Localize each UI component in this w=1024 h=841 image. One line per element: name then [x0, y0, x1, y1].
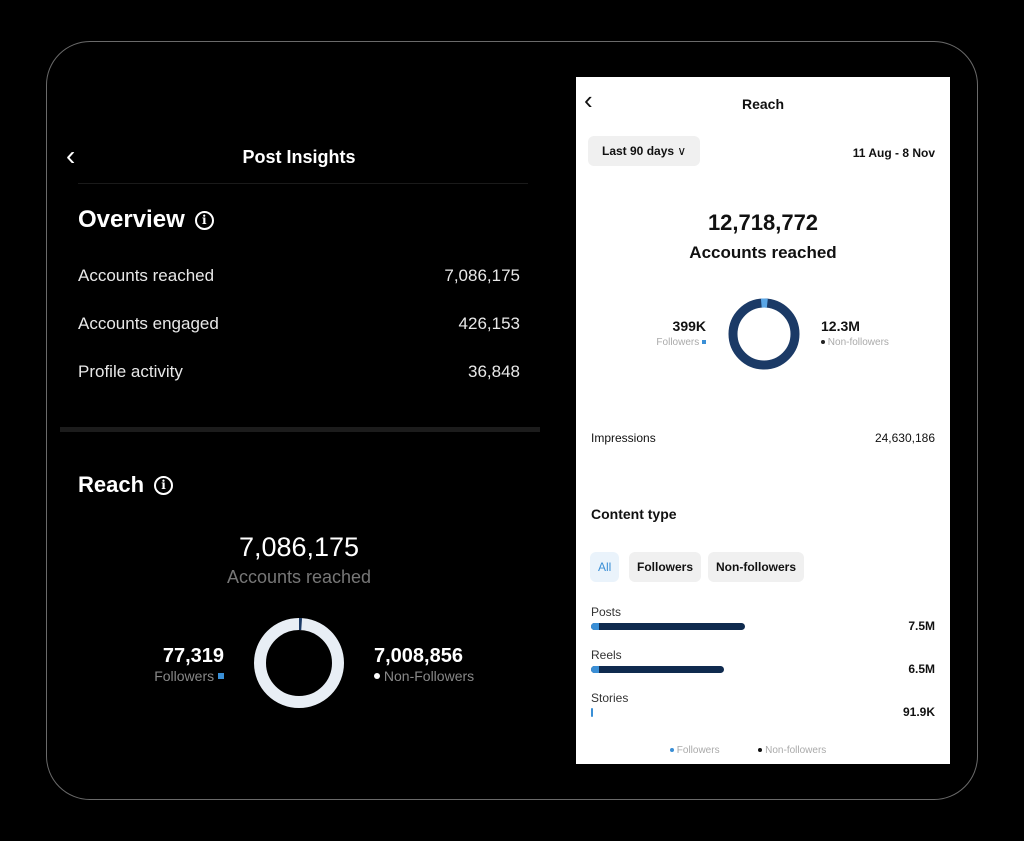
- range-label: Last 90 days: [602, 144, 675, 158]
- right-donut: [728, 298, 800, 370]
- date-range: 11 Aug - 8 Nov: [852, 146, 935, 160]
- overview-row: Accounts engaged 426,153: [78, 314, 520, 334]
- followers-legend: Followers: [154, 668, 224, 684]
- filter-followers[interactable]: Followers: [629, 552, 702, 582]
- reels-value: 6.5M: [908, 662, 935, 676]
- followers-segment: [591, 666, 599, 673]
- reach-title: Reach: [78, 472, 145, 497]
- reach-total: 7,086,175: [238, 532, 360, 562]
- overview-title: Overview: [78, 206, 185, 233]
- screen-title: Reach: [741, 96, 785, 112]
- legend-followers: Followers: [676, 745, 720, 756]
- posts-bar: [591, 623, 745, 630]
- row-label: Accounts reached: [78, 266, 215, 285]
- filter-all[interactable]: All: [590, 552, 620, 582]
- non-followers-dot-icon: [374, 673, 380, 679]
- followers-value: 399K: [672, 318, 706, 334]
- stories-value: 91.9K: [902, 705, 935, 719]
- row-value: 36,848: [468, 362, 520, 381]
- stories-label: Stories: [591, 691, 629, 705]
- non-followers-value: 12.3M: [821, 318, 860, 334]
- non-followers-dot-icon: [758, 748, 763, 752]
- reels-label: Reels: [591, 648, 622, 662]
- row-label: Profile activity: [78, 362, 183, 381]
- content-type-heading: Content type: [591, 506, 677, 522]
- page-title: Post Insights: [242, 147, 356, 167]
- followers-dot-icon: [702, 340, 706, 344]
- non-followers-dot-icon: [821, 340, 825, 344]
- non-followers-label: Non-Followers: [383, 668, 475, 684]
- back-button[interactable]: ‹: [66, 140, 76, 171]
- back-button[interactable]: ‹: [584, 85, 593, 115]
- chevron-down-icon: ∨: [677, 144, 687, 158]
- followers-label: Followers: [656, 337, 700, 348]
- followers-legend: Followers: [656, 337, 706, 348]
- overview-row: Profile activity 36,848: [78, 362, 520, 382]
- followers-segment: [591, 708, 593, 717]
- chart-legend: Followers Non-followers: [670, 745, 826, 756]
- non-followers-legend: Non-Followers: [374, 668, 474, 684]
- reach-screen: ‹ Reach Last 90 days ∨ 11 Aug - 8 Nov 12…: [576, 77, 950, 764]
- followers-segment: [591, 623, 599, 630]
- followers-value: 77,319: [162, 645, 224, 667]
- impressions-value: 24,630,186: [874, 431, 935, 445]
- followers-dot-icon: [670, 748, 674, 752]
- reach-total: 12,718,772: [707, 210, 819, 235]
- overview-heading: Overview i: [78, 206, 214, 234]
- info-icon[interactable]: i: [194, 211, 214, 230]
- stories-bar: [591, 708, 593, 717]
- followers-dot-icon: [218, 673, 224, 679]
- left-donut: [254, 618, 344, 708]
- row-value: 7,086,175: [444, 266, 520, 285]
- header-divider: [78, 183, 528, 184]
- filter-non-followers[interactable]: Non-followers: [708, 552, 804, 582]
- reach-total-label: Accounts reached: [226, 567, 372, 587]
- section-divider: [60, 427, 540, 432]
- non-followers-value: 7,008,856: [374, 645, 463, 667]
- device-frame: [46, 41, 978, 800]
- reels-bar: [591, 666, 725, 673]
- followers-arc: [254, 618, 344, 708]
- non-followers-arc: [728, 298, 800, 370]
- info-icon[interactable]: i: [154, 476, 174, 495]
- range-dropdown[interactable]: Last 90 days ∨: [588, 136, 701, 166]
- reach-heading: Reach i: [78, 472, 174, 498]
- non-followers-arc: [254, 618, 344, 708]
- impressions-label: Impressions: [591, 431, 656, 445]
- legend-non-followers: Non-followers: [765, 745, 827, 756]
- row-label: Accounts engaged: [78, 314, 219, 333]
- non-followers-label: Non-followers: [827, 337, 889, 348]
- posts-label: Posts: [591, 605, 622, 619]
- overview-row: Accounts reached 7,086,175: [78, 266, 520, 286]
- followers-label: Followers: [154, 668, 215, 684]
- reach-total-label: Accounts reached: [689, 243, 837, 262]
- non-followers-legend: Non-followers: [821, 337, 889, 348]
- row-value: 426,153: [458, 314, 520, 333]
- posts-value: 7.5M: [908, 619, 935, 633]
